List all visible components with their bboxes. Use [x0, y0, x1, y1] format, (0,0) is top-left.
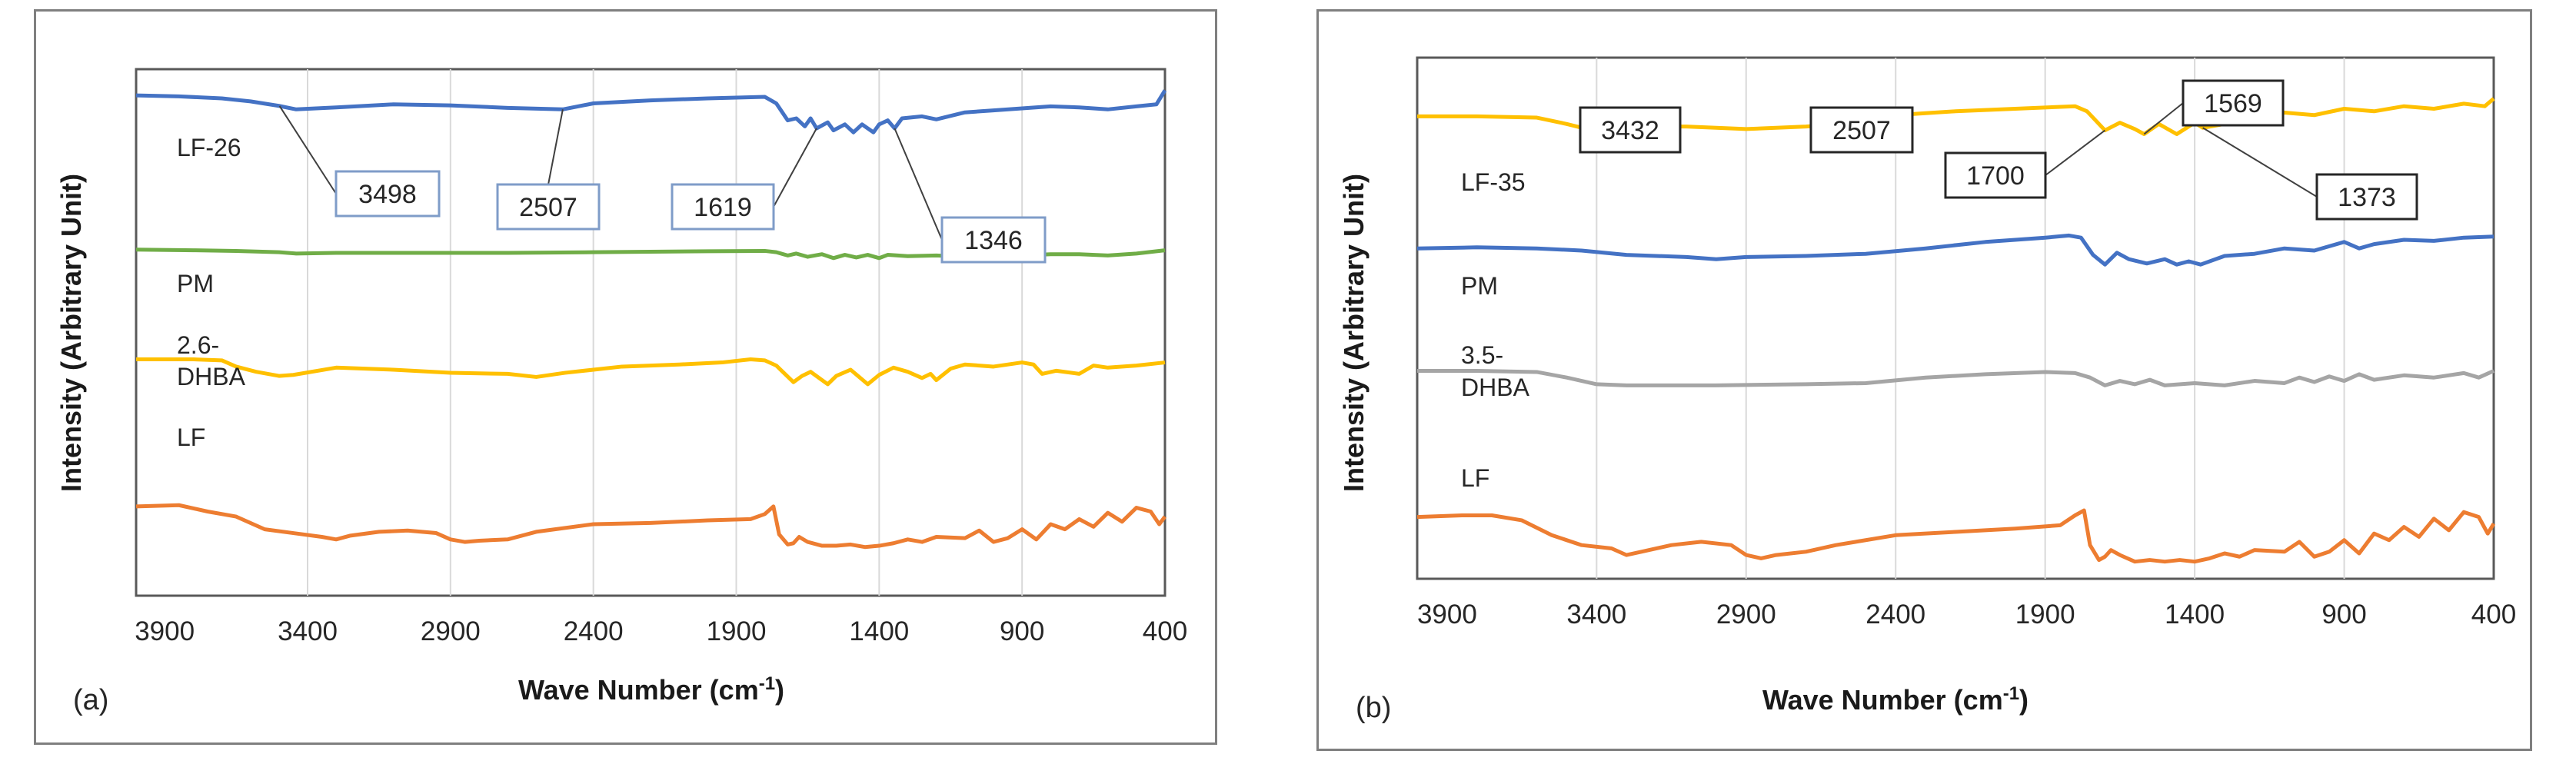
x-tick-label: 900 [1000, 616, 1044, 646]
callout-label: 1346 [964, 226, 1023, 255]
callout-leader [2202, 127, 2318, 198]
series-label: DHBA [177, 363, 246, 390]
callout-leader [2143, 102, 2184, 135]
series-line [136, 357, 1166, 387]
x-axis-title-close: ) [775, 674, 784, 706]
callout-box [1944, 151, 2047, 199]
x-tick-label: 2900 [1716, 600, 1776, 630]
x-tick-label: 2400 [564, 616, 624, 646]
callout-label: 1619 [694, 193, 752, 222]
series-label: LF-35 [1461, 168, 1526, 196]
series-line [135, 89, 1167, 135]
x-tick-label: 900 [2321, 600, 2366, 630]
x-axis-title: Wave Number (cm-1) [518, 673, 784, 706]
x-tick-label: 1400 [2165, 600, 2225, 630]
callout-box [1809, 106, 1914, 154]
chart-panel-b: 3900 3400 2900 2400 1900 1400 900 400 Wave Numbe… [1316, 9, 2532, 751]
panel-label: (b) [1356, 692, 1391, 724]
x-tick-label: 3400 [1566, 600, 1626, 630]
series-line [1416, 508, 2496, 564]
callout-label: 1373 [2338, 183, 2396, 212]
plot-area [135, 68, 1167, 597]
callout-box [1579, 106, 1682, 154]
x-axis-title-close: ) [2019, 684, 2029, 716]
callout-label: 1569 [2204, 89, 2262, 118]
callout-leader [278, 105, 337, 194]
x-tick-label: 3900 [1417, 600, 1477, 630]
callout-leader [547, 109, 564, 185]
callout-leader [2045, 129, 2106, 176]
callout-label: 2507 [1832, 116, 1891, 145]
series-line [1416, 233, 2494, 267]
x-axis-title-superscript: -1 [2003, 683, 2019, 704]
series-line [1417, 97, 2495, 136]
x-axis-title: Wave Number (cm-1) [1762, 683, 2029, 716]
series-label: LF-26 [177, 134, 241, 161]
x-tick-label: 1900 [707, 616, 767, 646]
y-axis-title: Intensity (Arbitrary Unit) [1338, 174, 1370, 492]
x-tick-label: 400 [2471, 600, 2516, 630]
series-label: PM [1461, 272, 1498, 300]
series-label: LF [1461, 464, 1489, 492]
callout-label: 3498 [358, 180, 417, 209]
callout-leader [773, 128, 817, 208]
callout-box [940, 216, 1047, 264]
callout-box [2315, 173, 2418, 221]
series-label: 2.6- [177, 331, 219, 359]
ir-spectra-chart-b: 3900 3400 2900 2400 1900 1400 900 400 Wave Numbe… [1338, 56, 2516, 724]
series-label: LF [177, 424, 205, 451]
x-tick-label: 3900 [135, 616, 195, 646]
series-label: PM [177, 270, 214, 297]
plot-area [1416, 56, 2495, 580]
callout-box [496, 183, 601, 231]
callout-leader [894, 128, 943, 241]
series-line [1417, 369, 2495, 387]
chart-panel-a: 3900 3400 2900 2400 1900 1400 900 400 Wave Numbe… [34, 9, 1217, 745]
x-tick-label: 400 [1143, 616, 1187, 646]
x-tick-label: 1900 [2015, 600, 2075, 630]
y-axis-title: Intensity (Arbitrary Unit) [55, 174, 87, 492]
callout-label: 1700 [1966, 161, 2025, 191]
series-label: DHBA [1461, 374, 1530, 401]
ir-spectra-chart-a: 3900 3400 2900 2400 1900 1400 900 400 Wave Numbe… [55, 68, 1187, 716]
series-label: 3.5- [1461, 341, 1503, 369]
callout-box [2182, 79, 2285, 127]
callout-box [334, 170, 441, 218]
callout-box [671, 183, 775, 231]
callout-label: 2507 [519, 193, 577, 222]
x-tick-label: 1400 [849, 616, 909, 646]
series-line [135, 503, 1167, 550]
x-axis-title-superscript: -1 [759, 673, 775, 694]
x-tick-label: 2400 [1865, 600, 1925, 630]
x-tick-label: 3400 [278, 616, 338, 646]
panel-label: (a) [73, 684, 108, 716]
callout-label: 3432 [1601, 116, 1659, 145]
x-tick-label: 2900 [421, 616, 481, 646]
